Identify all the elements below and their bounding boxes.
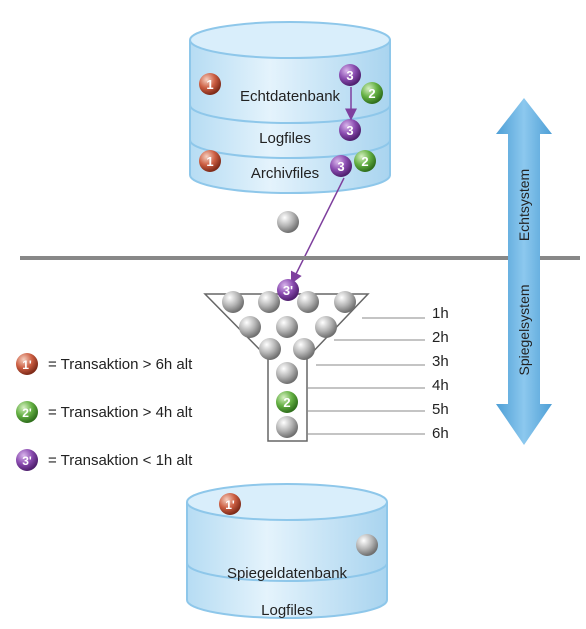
hour-label-3h: 3h [432,353,449,370]
funnel-ball [239,316,261,338]
legend-text-1: = Transaktion > 6h alt [48,356,193,373]
funnel-ball [297,291,319,313]
arrow-archiv-to-funnel [290,177,345,285]
bottom-db-layer-1-label: Spiegeldatenbank [227,565,348,582]
svg-text:2': 2' [22,406,32,420]
funnel-balls [222,291,356,438]
legend: 1' = Transaktion > 6h alt 2' = Transakti… [16,353,193,471]
svg-text:2: 2 [283,395,290,410]
svg-text:3: 3 [346,123,353,138]
hour-label-2h: 2h [432,329,449,346]
legend-text-3: = Transaktion < 1h alt [48,452,193,469]
top-db-layer-2-label: Logfiles [259,130,311,147]
legend-item-2: 2' = Transaktion > 4h alt [16,401,193,423]
ball-grey-between [277,211,299,233]
funnel-ball [259,338,281,360]
spiegelsystem-label: Spiegelsystem [516,284,532,375]
ball-purple-funnel: 3' [277,279,299,301]
funnel-ball [334,291,356,313]
funnel-ball [276,316,298,338]
ball-purple-archiv: 3 [330,155,352,177]
hour-markers [307,317,425,435]
legend-item-3: 3' = Transaktion < 1h alt [16,449,193,471]
funnel-ball [293,338,315,360]
legend-text-2: = Transaktion > 4h alt [48,404,193,421]
svg-text:1': 1' [225,498,235,512]
ball-purple-logfiles: 3 [339,119,361,141]
ball-green-echtdb: 2 [361,82,383,104]
ball-green-archiv: 2 [354,150,376,172]
svg-text:3: 3 [346,68,353,83]
hour-label-6h: 6h [432,425,449,442]
funnel-ball [276,416,298,438]
svg-text:2: 2 [368,86,375,101]
funnel-ball [315,316,337,338]
top-db-layer-3-label: Archivfiles [251,165,319,182]
funnel-ball [222,291,244,313]
echtsystem-label: Echtsystem [516,169,532,241]
svg-text:3: 3 [337,159,344,174]
ball-red-archiv: 1 [199,150,221,172]
top-db-layer-1-label: Echtdatenbank [240,88,341,105]
hour-labels: 1h 2h 3h 4h 5h 6h [432,305,449,442]
ball-red-spiegeldb: 1' [219,493,241,515]
hour-label-5h: 5h [432,401,449,418]
svg-text:1: 1 [206,77,213,92]
ball-green-funnel: 2 [276,391,298,413]
bottom-db-layer-2-label: Logfiles [261,602,313,619]
bottom-database: Spiegeldatenbank Logfiles [186,483,388,619]
legend-item-1: 1' = Transaktion > 6h alt [16,353,193,375]
ball-purple-echtdb: 3 [339,64,361,86]
svg-text:1: 1 [206,154,213,169]
svg-text:1': 1' [22,358,32,372]
funnel-ball [258,291,280,313]
hour-label-4h: 4h [432,377,449,394]
system-arrow: Echtsystem Spiegelsystem [496,98,552,445]
svg-text:3': 3' [283,283,293,298]
hour-label-1h: 1h [432,305,449,322]
svg-text:2: 2 [361,154,368,169]
svg-text:3': 3' [22,454,32,468]
ball-grey-spiegeldb [356,534,378,556]
funnel-ball [276,362,298,384]
ball-red-echtdb: 1 [199,73,221,95]
